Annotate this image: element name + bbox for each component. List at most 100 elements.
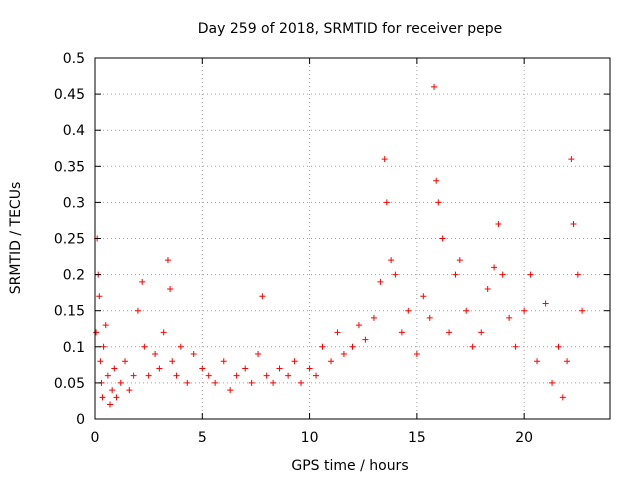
data-point: [574, 271, 581, 278]
data-point: [469, 343, 476, 350]
data-point: [398, 329, 405, 336]
y-tick-label: 0.1: [63, 340, 85, 356]
data-point: [355, 322, 362, 329]
data-point: [145, 372, 152, 379]
y-tick-label: 0.05: [54, 376, 85, 392]
data-point: [169, 358, 176, 365]
data-point: [270, 379, 277, 386]
data-point: [104, 372, 111, 379]
data-point: [102, 322, 109, 329]
y-tick-label: 0.2: [63, 268, 85, 284]
data-point: [93, 329, 100, 336]
data-point: [306, 365, 313, 372]
data-point: [99, 394, 106, 401]
data-point: [122, 358, 129, 365]
data-point: [435, 199, 442, 206]
x-tick-label: 10: [301, 430, 319, 446]
data-point: [334, 329, 341, 336]
data-point: [298, 379, 304, 386]
y-tick-label: 0.5: [63, 51, 85, 67]
data-points: [93, 83, 586, 408]
data-point: [463, 307, 470, 314]
data-point: [190, 351, 197, 358]
data-point: [426, 314, 433, 321]
y-tick-label: 0.35: [54, 159, 85, 175]
data-point: [313, 372, 320, 379]
data-point: [370, 314, 377, 321]
data-point: [167, 286, 174, 293]
data-point: [199, 365, 206, 372]
data-point: [383, 199, 390, 206]
data-point: [452, 271, 459, 278]
grid-lines: [95, 58, 610, 419]
data-point: [259, 293, 266, 300]
data-point: [184, 379, 191, 386]
x-axis-label: GPS time / hours: [291, 458, 408, 474]
data-point: [491, 264, 498, 271]
data-point: [512, 343, 519, 350]
data-point: [160, 329, 167, 336]
data-point: [109, 387, 116, 394]
data-point: [96, 293, 103, 300]
data-point: [285, 372, 292, 379]
data-point: [248, 379, 255, 386]
data-point: [433, 177, 440, 184]
x-tick-label: 5: [198, 430, 207, 446]
y-tick-label: 0.3: [63, 195, 85, 211]
data-point: [177, 343, 184, 350]
data-point: [413, 351, 420, 358]
data-point: [570, 221, 577, 228]
data-point: [521, 307, 528, 314]
data-point: [164, 257, 171, 264]
y-axis-label: SRMTID / TECUs: [8, 182, 24, 295]
data-point: [141, 343, 148, 350]
data-point: [130, 372, 137, 379]
y-tick-label: 0.4: [63, 123, 85, 139]
data-point: [579, 307, 586, 314]
data-point: [156, 365, 163, 372]
data-point: [107, 401, 114, 408]
x-tick-label: 0: [91, 430, 100, 446]
data-point: [276, 365, 283, 372]
data-point: [568, 156, 575, 163]
data-point: [255, 351, 262, 358]
data-point: [173, 372, 180, 379]
x-tick-label: 15: [408, 430, 426, 446]
x-axis-ticks: 0 5 10 15 20: [91, 58, 533, 446]
data-point: [527, 271, 534, 278]
data-point: [456, 257, 463, 264]
data-point: [111, 365, 118, 372]
data-point: [534, 358, 541, 365]
data-point: [340, 351, 347, 358]
data-point: [555, 343, 562, 350]
y-tick-label: 0.15: [54, 304, 85, 320]
data-point: [212, 379, 219, 386]
data-point: [392, 271, 399, 278]
y-tick-label: 0.25: [54, 232, 85, 248]
data-point: [227, 387, 234, 394]
data-point: [499, 271, 506, 278]
x-tick-label: 20: [515, 430, 533, 446]
data-point: [478, 329, 485, 336]
data-point: [126, 387, 133, 394]
y-axis-ticks: 0 0.05 0.1 0.15 0.2 0.25 0.3 0.35 0.4 0.45 0.5: [54, 51, 610, 428]
data-point: [205, 372, 212, 379]
data-point: [549, 379, 556, 386]
data-point: [139, 278, 146, 285]
data-point: [388, 257, 395, 264]
data-point: [439, 235, 446, 242]
data-point: [362, 336, 369, 343]
data-point: [291, 358, 298, 365]
data-point: [100, 343, 107, 350]
data-point: [233, 372, 240, 379]
data-point: [349, 343, 356, 350]
data-point: [220, 358, 227, 365]
plot-frame: [94, 57, 611, 420]
data-point: [559, 394, 566, 401]
data-point: [506, 314, 513, 321]
data-point: [117, 379, 124, 386]
data-point: [446, 329, 453, 336]
data-point: [495, 221, 502, 228]
data-point: [484, 286, 491, 293]
